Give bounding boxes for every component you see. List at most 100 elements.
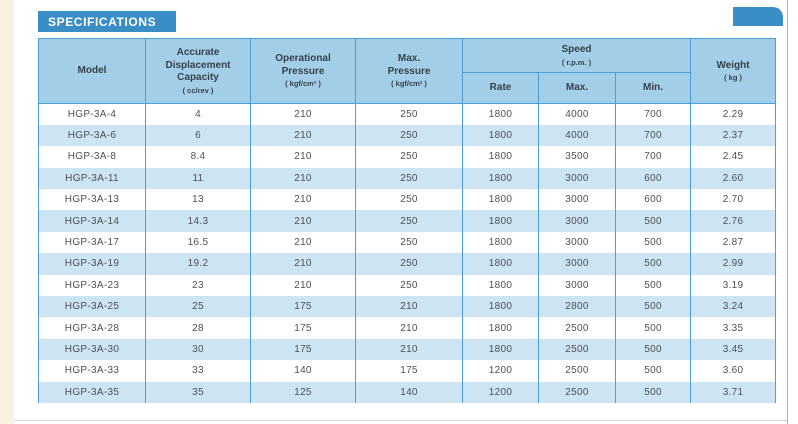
cell-max-pressure: 250 xyxy=(355,210,463,232)
cell-speed-min: 500 xyxy=(614,360,692,382)
cell-displacement: 16.5 xyxy=(145,231,251,254)
cell-weight: 2.87 xyxy=(690,231,777,254)
col-header-max-pressure: Max. Pressure ( kgf/cm² ) xyxy=(355,38,463,104)
cell-weight: 3.24 xyxy=(690,296,777,318)
cell-speed-max: 2500 xyxy=(538,381,616,403)
cell-displacement: 6 xyxy=(145,124,251,147)
cell-max-pressure: 210 xyxy=(355,317,463,339)
cell-model: HGP-3A-25 xyxy=(38,296,146,318)
speed-header-label: Speed xyxy=(561,44,592,56)
cell-model: HGP-3A-8 xyxy=(38,146,146,168)
col-header-displacement: Accurate Displacement Capacity ( cc/rev … xyxy=(145,38,251,104)
cell-speed-rate: 1200 xyxy=(462,360,539,382)
cell-operational-pressure: 210 xyxy=(250,210,356,232)
cell-speed-rate: 1800 xyxy=(462,210,539,232)
cell-speed-max: 4000 xyxy=(538,124,616,147)
cell-speed-max: 3000 xyxy=(538,253,616,275)
cell-weight: 2.37 xyxy=(690,124,777,147)
table-row: HGP-3A-28 28 175 210 1800 2500 500 3.35 xyxy=(38,317,777,339)
cell-speed-max: 2500 xyxy=(538,360,616,382)
cell-max-pressure: 175 xyxy=(355,360,463,382)
cell-speed-rate: 1800 xyxy=(462,338,539,361)
cell-weight: 3.19 xyxy=(690,274,777,297)
cell-operational-pressure: 210 xyxy=(250,146,356,168)
cell-weight: 2.70 xyxy=(690,189,777,211)
cell-speed-max: 2500 xyxy=(538,338,616,361)
table-row: HGP-3A-23 23 210 250 1800 3000 500 3.19 xyxy=(38,274,777,297)
cell-operational-pressure: 175 xyxy=(250,296,356,318)
model-header-label: Model xyxy=(77,64,107,76)
section-title: SPECIFICATIONS xyxy=(48,14,157,29)
max-pressure-header-unit: ( kgf/cm² ) xyxy=(391,79,427,89)
cell-speed-max: 3000 xyxy=(538,210,616,232)
cell-speed-min: 700 xyxy=(614,146,692,168)
cell-model: HGP-3A-19 xyxy=(38,253,146,275)
displacement-header-label: Accurate Displacement Capacity xyxy=(165,47,231,84)
cell-speed-rate: 1800 xyxy=(462,317,539,339)
cell-speed-min: 700 xyxy=(614,103,692,125)
table-body: HGP-3A-4 4 210 250 1800 4000 700 2.29 HGP-3A-6 6 2… xyxy=(38,103,777,403)
cell-operational-pressure: 210 xyxy=(250,124,356,147)
table-row: HGP-3A-33 33 140 175 1200 2500 500 3.60 xyxy=(38,360,777,382)
cell-weight: 2.45 xyxy=(690,146,777,168)
cell-operational-pressure: 210 xyxy=(250,103,356,125)
table-row: HGP-3A-30 30 175 210 1800 2500 500 3.45 xyxy=(38,338,777,361)
cell-displacement: 25 xyxy=(145,296,251,318)
cell-speed-rate: 1800 xyxy=(462,253,539,275)
table-row: HGP-3A-6 6 210 250 1800 4000 700 2.37 xyxy=(38,124,777,147)
cell-displacement: 19.2 xyxy=(145,253,251,275)
cell-displacement: 30 xyxy=(145,338,251,361)
specifications-table: Model Accurate Displacement Capacity ( c… xyxy=(38,38,777,403)
cell-weight: 3.45 xyxy=(690,338,777,361)
table-row: HGP-3A-11 11 210 250 1800 3000 600 2.60 xyxy=(38,167,777,190)
cell-model: HGP-3A-17 xyxy=(38,231,146,254)
displacement-header-unit: ( cc/rev ) xyxy=(182,85,214,95)
cell-speed-min: 600 xyxy=(614,189,692,211)
cell-speed-rate: 1800 xyxy=(462,167,539,190)
cell-operational-pressure: 175 xyxy=(250,338,356,361)
cell-max-pressure: 250 xyxy=(355,146,463,168)
cell-speed-rate: 1800 xyxy=(462,103,539,125)
table-row: HGP-3A-35 35 125 140 1200 2500 500 3.71 xyxy=(38,381,777,403)
cell-displacement: 14.3 xyxy=(145,210,251,232)
cell-model: HGP-3A-23 xyxy=(38,274,146,297)
cell-max-pressure: 140 xyxy=(355,381,463,403)
cell-max-pressure: 250 xyxy=(355,124,463,147)
cell-speed-max: 2800 xyxy=(538,296,616,318)
cell-model: HGP-3A-30 xyxy=(38,338,146,361)
page-bottom-border xyxy=(14,420,787,421)
section-title-bar: SPECIFICATIONS xyxy=(38,11,176,32)
cell-speed-min: 500 xyxy=(614,210,692,232)
cell-model: HGP-3A-6 xyxy=(38,124,146,147)
cell-displacement: 11 xyxy=(145,167,251,190)
cell-operational-pressure: 210 xyxy=(250,167,356,190)
cell-speed-rate: 1800 xyxy=(462,274,539,297)
col-header-weight: Weight ( kg ) xyxy=(690,38,777,104)
cell-speed-rate: 1800 xyxy=(462,189,539,211)
cell-speed-max: 3000 xyxy=(538,189,616,211)
max-pressure-header-label: Max. Pressure xyxy=(387,53,431,77)
cell-speed-rate: 1800 xyxy=(462,231,539,254)
cell-max-pressure: 250 xyxy=(355,274,463,297)
table-row: HGP-3A-14 14.3 210 250 1800 3000 500 2.76 xyxy=(38,210,777,232)
col-header-operational-pressure: Operational Pressure ( kgf/cm² ) xyxy=(250,38,356,104)
cell-displacement: 4 xyxy=(145,103,251,125)
cell-max-pressure: 250 xyxy=(355,167,463,190)
cell-speed-min: 500 xyxy=(614,338,692,361)
cell-max-pressure: 250 xyxy=(355,103,463,125)
cell-speed-max: 3000 xyxy=(538,167,616,190)
cell-weight: 3.71 xyxy=(690,381,777,403)
cell-speed-min: 500 xyxy=(614,253,692,275)
table-row: HGP-3A-13 13 210 250 1800 3000 600 2.70 xyxy=(38,189,777,211)
cell-operational-pressure: 175 xyxy=(250,317,356,339)
weight-header-unit: ( kg ) xyxy=(724,73,742,83)
cell-operational-pressure: 140 xyxy=(250,360,356,382)
cell-model: HGP-3A-11 xyxy=(38,167,146,190)
table-row: HGP-3A-8 8.4 210 250 1800 3500 700 2.45 xyxy=(38,146,777,168)
cell-weight: 2.29 xyxy=(690,103,777,125)
cell-speed-min: 500 xyxy=(614,381,692,403)
cell-weight: 2.76 xyxy=(690,210,777,232)
cell-speed-min: 500 xyxy=(614,274,692,297)
cell-model: HGP-3A-14 xyxy=(38,210,146,232)
page-right-border xyxy=(787,0,788,424)
